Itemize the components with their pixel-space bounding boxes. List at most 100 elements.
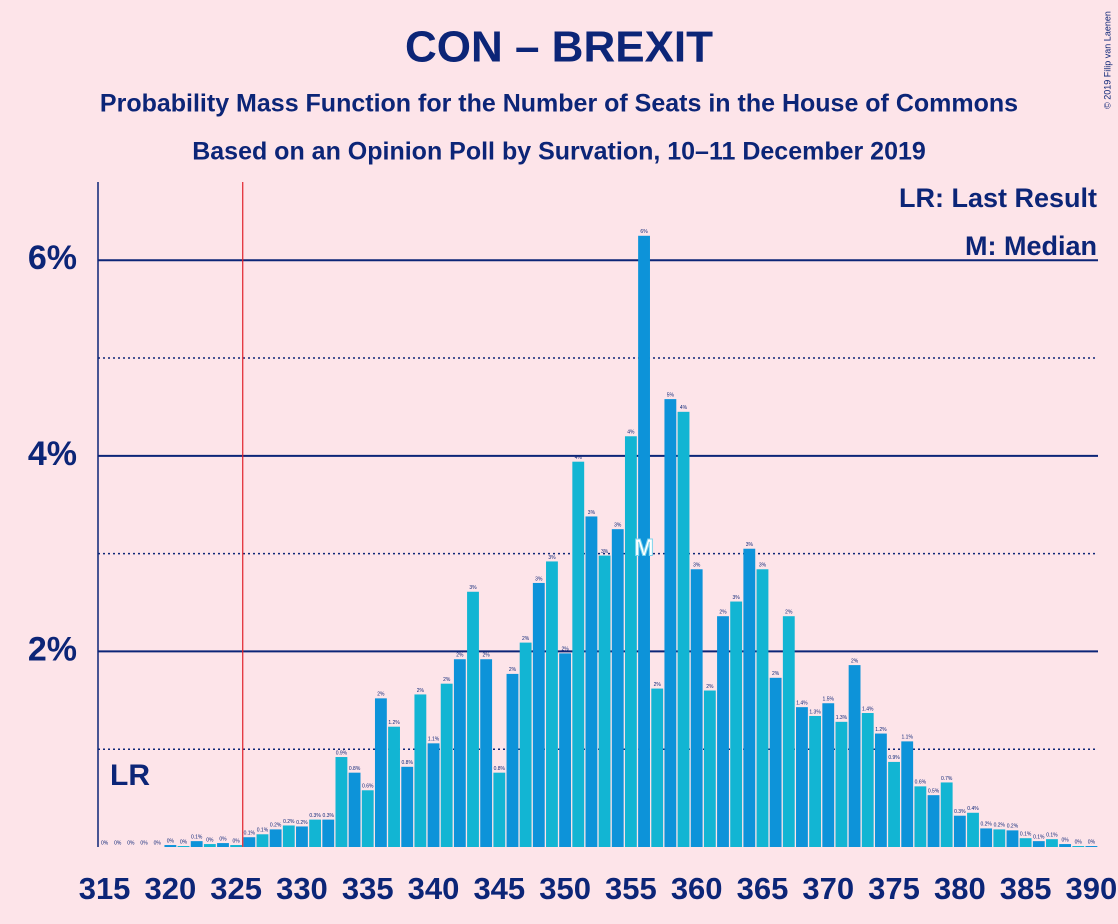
- x-tick-label: 390: [1066, 871, 1118, 906]
- value-label: 1.3%: [809, 709, 821, 715]
- value-label: 0.1%: [1033, 834, 1045, 840]
- value-label: 1.2%: [388, 720, 400, 726]
- bar: [651, 688, 664, 847]
- value-label: 2%: [456, 653, 464, 659]
- value-label: 0.2%: [994, 823, 1006, 829]
- value-label: 0.6%: [362, 784, 374, 790]
- value-label: 0%: [167, 838, 175, 844]
- x-tick-label: 360: [671, 871, 723, 906]
- bar: [690, 569, 703, 847]
- value-label: 0%: [1088, 839, 1096, 845]
- value-label: 2%: [561, 647, 569, 653]
- bar: [296, 826, 308, 847]
- value-label: 3%: [601, 549, 609, 555]
- bar: [243, 837, 256, 847]
- value-label: 0.6%: [915, 780, 927, 786]
- value-label: 1.4%: [862, 706, 874, 712]
- bar: [572, 461, 585, 847]
- value-label: 1.5%: [823, 697, 835, 703]
- value-label: 3%: [588, 510, 596, 516]
- value-label: 2%: [377, 692, 385, 698]
- bar: [414, 694, 427, 847]
- bar: [506, 673, 519, 847]
- bar: [848, 665, 861, 847]
- bar: [1006, 830, 1019, 847]
- bar: [730, 601, 743, 847]
- x-tick-label: 350: [539, 871, 591, 906]
- bar: [519, 642, 532, 847]
- bar: [677, 411, 690, 847]
- value-label: 2%: [654, 682, 662, 688]
- value-label: 2%: [509, 667, 517, 673]
- y-tick-label: 2%: [28, 630, 77, 668]
- x-tick-label: 330: [276, 871, 328, 906]
- bar: [374, 698, 387, 847]
- value-label: 3%: [535, 576, 543, 582]
- bar: [1046, 839, 1058, 847]
- value-label: 2%: [772, 671, 780, 677]
- bar: [282, 825, 295, 847]
- value-label: 0%: [154, 840, 162, 846]
- value-label: 0%: [206, 837, 214, 843]
- bar: [901, 741, 914, 847]
- bar: [348, 772, 361, 847]
- bar: [993, 829, 1006, 847]
- value-label: 0.3%: [309, 813, 321, 819]
- x-tick-label: 320: [145, 871, 197, 906]
- x-tick-label: 380: [934, 871, 986, 906]
- value-label: 0.1%: [244, 831, 256, 837]
- value-label: 4%: [680, 405, 688, 411]
- value-label: 0%: [1061, 837, 1069, 843]
- value-label: 3%: [614, 522, 622, 528]
- value-label: 0.1%: [1046, 833, 1058, 839]
- value-label: 2%: [785, 610, 793, 616]
- bar: [638, 235, 650, 848]
- value-label: 0.9%: [888, 755, 900, 761]
- value-label: 2%: [522, 636, 530, 642]
- bar: [480, 659, 493, 847]
- value-label: 2%: [719, 610, 727, 616]
- value-label: 1.2%: [875, 727, 887, 733]
- value-label: 0.1%: [1020, 832, 1032, 838]
- value-label: 0.2%: [980, 822, 992, 828]
- value-label: 0%: [101, 840, 109, 846]
- value-label: 0.1%: [257, 828, 269, 834]
- value-label: 0.8%: [349, 766, 361, 772]
- value-label: 4%: [627, 430, 635, 436]
- bar: [493, 772, 506, 847]
- bar: [269, 829, 282, 847]
- bar: [440, 683, 453, 847]
- bar: [940, 782, 953, 847]
- value-label: 2%: [483, 653, 491, 659]
- value-label: 2%: [706, 684, 714, 690]
- value-label: 0.3%: [323, 813, 335, 819]
- bar: [703, 690, 716, 847]
- chart-title: CON – BREXIT: [405, 23, 713, 72]
- value-label: 0%: [1075, 839, 1083, 845]
- bar: [874, 733, 887, 847]
- value-label: 2%: [443, 677, 451, 683]
- value-label: 1.4%: [796, 700, 808, 706]
- value-label: 0.7%: [941, 776, 953, 782]
- bar: [1072, 846, 1085, 847]
- bar: [467, 591, 479, 847]
- bar: [585, 516, 598, 847]
- value-label: 0.3%: [954, 809, 966, 815]
- value-label: 0.2%: [283, 819, 295, 825]
- chart-subtitle: Probability Mass Function for the Number…: [100, 90, 1018, 118]
- x-tick-label: 365: [737, 871, 789, 906]
- value-label: 3%: [693, 563, 701, 569]
- value-label: 0.9%: [336, 750, 348, 756]
- bar: [361, 790, 374, 847]
- value-label: 3%: [469, 585, 477, 591]
- value-label: 0.2%: [1007, 824, 1019, 830]
- bar: [980, 828, 993, 847]
- value-label: 0.4%: [967, 806, 979, 812]
- value-label: 2%: [417, 688, 425, 694]
- value-label: 0.8%: [402, 760, 414, 766]
- value-label: 0.8%: [494, 766, 506, 772]
- bar: [1032, 841, 1045, 847]
- bar: [388, 726, 400, 847]
- value-label: 0.2%: [296, 820, 308, 826]
